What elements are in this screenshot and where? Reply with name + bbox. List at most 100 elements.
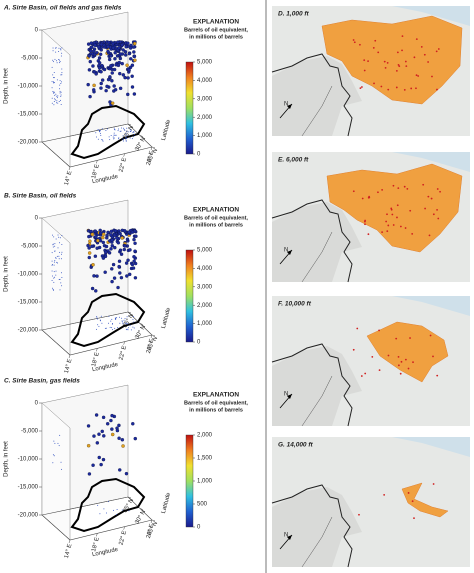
projected-dot [61,52,63,54]
hot-spot [436,88,438,91]
colorbar-label: Barrels of oil equivalent, [184,400,248,406]
projected-dot [53,77,55,79]
point-cloud-dot [111,46,116,50]
point-cloud-dot [94,72,98,76]
hot-spot [380,85,383,88]
hot-spot [407,367,410,370]
floor-dot [121,320,123,322]
north-arrowhead [287,104,292,109]
floor-dot [108,501,110,503]
projected-dot [54,82,56,84]
hot-spot [398,65,401,68]
floor-dot [95,132,97,134]
floor-dot [121,509,123,511]
point-cloud-dot [103,270,107,274]
floor-dot [126,127,128,129]
point-cloud-dot [113,87,118,92]
projected-dot [55,257,57,259]
point-cloud-dot [127,51,132,56]
point-cloud-dot [111,41,115,46]
floor-dot [116,317,118,319]
point-cloud-dot [115,236,119,240]
x-tick-label: 26° E [146,150,156,166]
x-tick [96,160,98,164]
point-cloud-dot [87,255,91,260]
hot-spot [405,65,408,68]
point-cloud-dot [92,274,96,278]
hot-spot [353,41,356,44]
point-cloud-dot [111,262,116,267]
point-cloud-dot [130,230,135,234]
border [301,516,333,568]
hot-spot [396,51,399,54]
y-tick-label: 25° N [146,521,159,537]
projected-dot [58,47,60,49]
point-cloud-dot [109,54,113,58]
floor-dot [125,140,127,142]
point-cloud-dot [121,73,126,77]
projected-dot [59,61,61,63]
floor-dot [101,322,103,324]
point-cloud-dot [116,40,120,44]
floor-dot [96,317,98,319]
point-cloud-dot [92,434,96,438]
hot-spot [397,356,400,358]
hot-spot [413,517,415,519]
point-cloud-dot [97,45,101,49]
x-tick [150,519,153,524]
projected-dot [51,280,53,282]
point-cloud-dot [122,229,127,233]
hot-spot [383,60,386,63]
floor-dot [108,315,110,317]
point-cloud-dot [118,468,122,472]
point-cloud-dot [110,238,114,242]
point-cloud-dot [95,441,100,445]
hot-spot [407,492,410,494]
map-title: E. 6,000 ft [278,157,309,164]
hot-spot [439,190,441,193]
hot-spot [432,483,435,485]
hot-spot [404,227,407,229]
z-tick-label: -5,000 [21,429,39,435]
floor-dot [125,329,127,331]
hot-spot [404,358,407,361]
panel-title: C. Sirte Basin, gas fields [4,378,80,385]
projected-dot [56,100,58,102]
floor-dot [111,318,113,320]
hot-spot [437,48,440,50]
floor-dot [121,127,123,129]
point-cloud-dot [99,81,103,86]
x-tick-label: 18° E [91,352,101,368]
coastline [271,343,353,427]
point-cloud-dot [106,44,110,49]
projected-dot [56,102,58,104]
colorbar-label: Barrels of oil equivalent, [184,215,248,221]
point-cloud-dot [113,229,118,233]
field-area [366,321,449,383]
x-tick-label: 26° E [146,523,156,539]
projected-dot [52,289,54,291]
floor-dot [133,134,135,136]
projected-dot [58,255,60,257]
point-cloud-dot [110,413,114,418]
z-tick-label: 0 [35,28,39,34]
projected-dot [58,62,60,64]
point-cloud-dot [133,276,138,280]
hot-spot [371,355,374,358]
point-cloud-dot [87,234,91,239]
point-cloud-dot [110,71,114,75]
projected-dot [54,442,56,444]
north-label: N [284,102,288,108]
floor-dot [114,318,116,320]
projected-dot [51,264,53,266]
floor-dot [114,134,116,136]
projected-dot [53,82,55,84]
projected-dot [53,100,55,102]
floor-dot [123,127,125,129]
hot-spot [385,220,388,223]
point-cloud-dot [91,463,95,467]
projected-dot [56,261,58,263]
sea-tint [392,6,470,26]
projected-dot [53,104,55,106]
map-panel: G. 14,000 ft N [271,437,470,568]
